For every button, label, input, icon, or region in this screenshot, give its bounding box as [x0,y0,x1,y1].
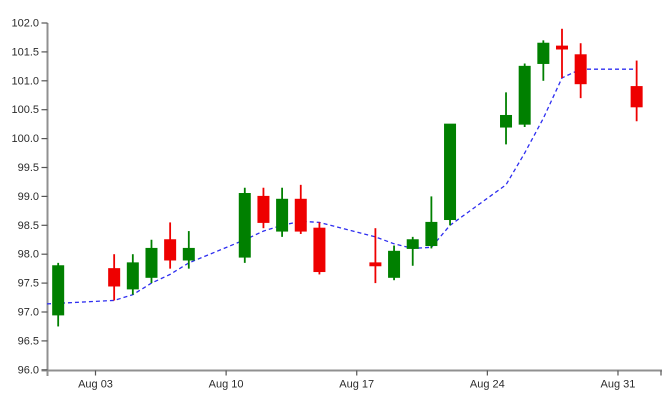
candle-body [257,195,270,223]
x-axis-tick-label: Aug 03 [78,379,113,391]
y-axis-tick-label: 98.5 [18,220,39,232]
candle-body [537,42,550,64]
y-axis-tick-label: 97.0 [18,307,39,319]
candle-up [537,40,550,81]
x-axis-tick-label: Aug 24 [470,379,505,391]
y-axis-tick-label: 101.0 [11,75,39,87]
candle-body [126,262,139,290]
candle-body [500,114,513,128]
candle-body [630,86,643,108]
y-axis-tick-label: 101.5 [11,46,39,58]
y-axis-tick-label: 100.0 [11,133,39,145]
candle-up [425,196,438,249]
candle-up [406,236,419,266]
axes-layer: 96.0 96.5 97.0 97.5 98.0 98.5 99.0 99.5 100.0 100… [11,18,662,391]
candle-body [425,221,438,247]
candle-body [556,45,568,50]
candle-body [313,227,326,273]
candle-up [126,254,139,295]
candle-down [257,187,270,229]
moving-average-line [46,68,637,305]
candle-down [294,184,307,234]
y-axis-tick-label: 100.5 [11,104,39,116]
candle-body [369,262,382,267]
candle-down [108,254,121,301]
x-axis-tick-label: Aug 31 [601,379,636,391]
candle-body [518,65,531,125]
y-axis-tick-label: 99.0 [18,191,39,203]
candle-body [444,123,457,221]
candle-up [276,187,289,237]
candle-body [164,239,177,261]
candle-up [52,262,65,327]
y-axis-tick-label: 99.5 [18,162,39,174]
candle-up [444,123,457,226]
candle-body [276,198,289,232]
candle-up [388,245,401,281]
y-axis-tick-label: 98.0 [18,249,39,261]
y-axis-tick-label: 97.5 [18,278,39,290]
candle-body [182,247,195,261]
x-axis-tick-label: Aug 17 [339,379,374,391]
candle-up [145,239,158,284]
candle-body [388,250,401,278]
y-axis-tick-label: 102.0 [11,18,39,30]
candle-body [108,268,121,287]
candle-body [406,239,419,249]
candle-down [313,222,326,275]
candle-up [518,63,531,128]
candle-down [630,60,643,122]
candle-body [238,193,251,258]
candle-body [145,247,158,278]
candle-down [164,222,177,269]
y-axis-tick-label: 96.5 [18,335,39,347]
candle-down [556,28,568,78]
candle-down [369,228,382,284]
candle-body [52,265,65,316]
candles-layer [52,28,643,327]
candle-up [500,92,513,145]
candle-body [294,198,307,232]
candle-down [574,43,587,99]
candle-up [182,231,195,269]
y-axis-tick-label: 96.0 [18,364,39,376]
x-axis-tick-label: Aug 10 [209,379,244,391]
candle-up [238,187,251,263]
candle-body [574,54,587,85]
